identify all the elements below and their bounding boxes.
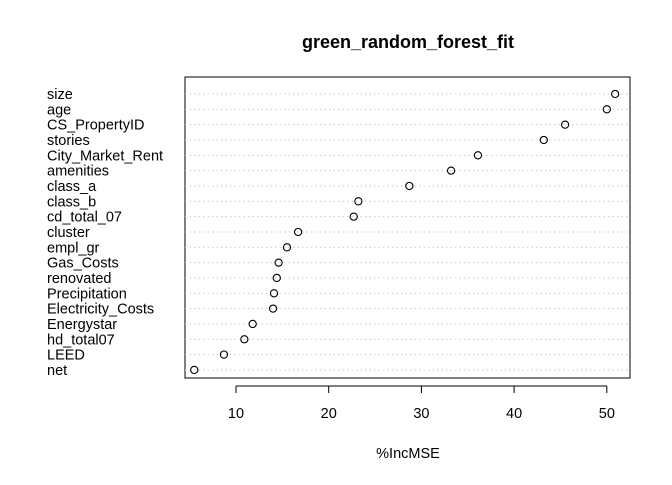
category-label: Precipitation (47, 286, 127, 302)
data-point (349, 212, 358, 221)
category-label: class_a (47, 179, 97, 195)
category-label: net (47, 363, 67, 379)
x-axis-title: %IncMSE (376, 446, 440, 462)
data-point (274, 258, 283, 267)
data-point (354, 197, 363, 206)
category-label: size (47, 87, 73, 103)
category-label: City_Market_Rent (47, 148, 163, 164)
data-point (240, 335, 249, 344)
data-point (405, 181, 414, 191)
category-label: LEED (47, 348, 85, 364)
category-label: amenities (47, 164, 109, 180)
data-point (268, 304, 278, 313)
data-point (560, 120, 570, 129)
data-point (293, 227, 303, 237)
category-label: Gas_Costs (47, 256, 119, 272)
category-label: age (47, 102, 71, 118)
x-tick-label: 40 (506, 406, 522, 422)
category-label: renovated (47, 271, 112, 287)
data-point (473, 151, 483, 160)
x-tick-label: 10 (228, 406, 244, 422)
data-point (248, 319, 257, 329)
data-point (219, 350, 229, 359)
category-label: class_b (47, 194, 96, 210)
data-point (611, 89, 620, 99)
x-tick-label: 30 (413, 406, 429, 422)
category-label: cluster (47, 225, 90, 241)
category-label: cd_total_07 (47, 210, 122, 226)
data-point (539, 135, 548, 145)
category-label: Energystar (47, 317, 117, 333)
chart-title: green_random_forest_fit (302, 32, 514, 52)
category-label: stories (47, 133, 90, 149)
category-label: empl_gr (47, 240, 100, 256)
x-axis: 10 20 30 40 50 (228, 385, 615, 422)
grid-lines (185, 93, 630, 371)
data-point (272, 273, 281, 283)
category-labels: sizeageCS_PropertyIDstoriesCity_Market_R… (47, 87, 163, 379)
x-tick-label: 20 (321, 406, 337, 422)
category-label: CS_PropertyID (47, 118, 145, 134)
data-point (269, 289, 279, 298)
data-points (190, 89, 620, 375)
plot-border (184, 76, 631, 379)
data-point (282, 243, 292, 252)
data-point (446, 166, 456, 175)
data-point (602, 105, 611, 114)
category-label: hd_total07 (47, 332, 115, 348)
x-tick-label: 50 (599, 406, 615, 422)
category-label: Electricity_Costs (47, 302, 154, 318)
data-point (190, 365, 199, 375)
